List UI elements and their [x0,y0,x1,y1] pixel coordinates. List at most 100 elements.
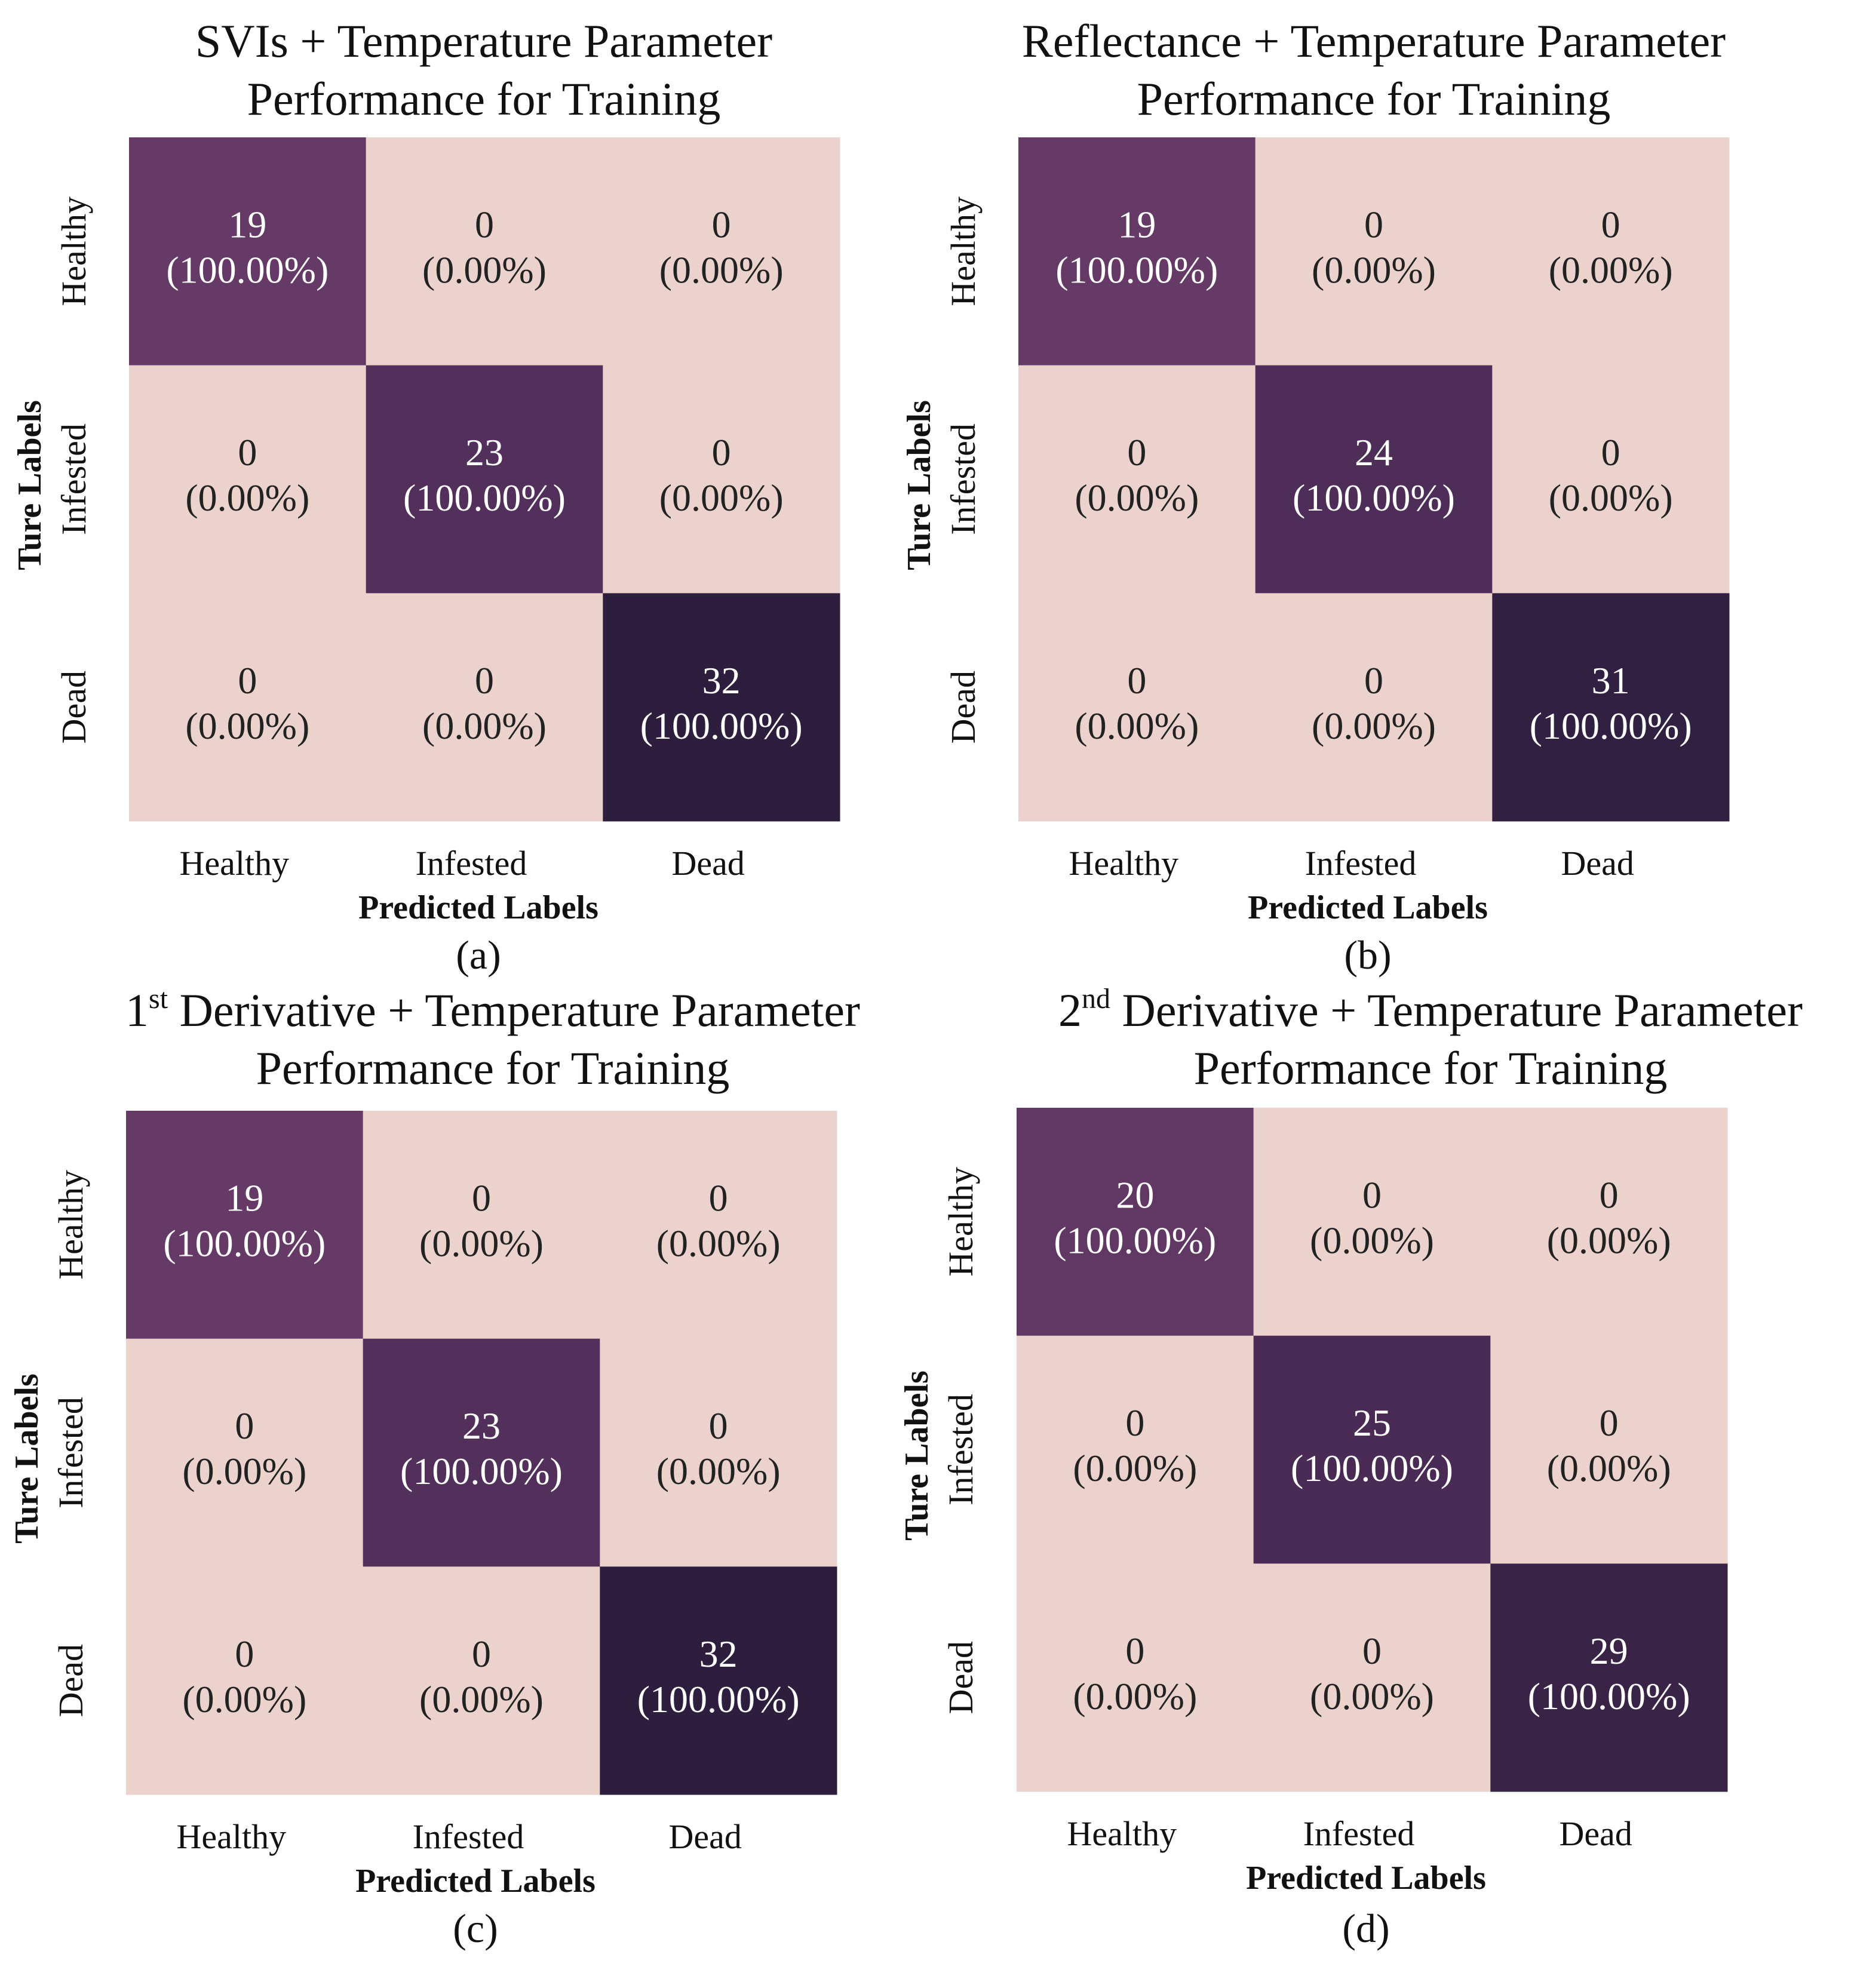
x-tick-label: Infested [413,1817,524,1856]
heatmap-cell [1490,1563,1728,1792]
y-tick-label: Infested [51,1397,90,1508]
cell-count-label: 32 [702,659,741,702]
x-tick-label: Infested [416,844,527,883]
subfigure-label: (b) [1344,932,1391,978]
cell-percent-label: (0.00%) [422,249,547,291]
x-tick-label: Infested [1305,844,1417,883]
chart-title-line: 1st Derivative + Temperature Parameter [125,983,860,1036]
heatmap-cell [600,1338,837,1567]
y-tick-label: Dead [944,671,983,743]
heatmap-cell [1492,137,1730,366]
heatmap-cell [126,1111,364,1339]
subfigure-label: (a) [456,932,501,978]
heatmap-cell [1253,1563,1491,1792]
heatmap-cell [1255,593,1493,822]
cell-percent-label: (0.00%) [419,1678,544,1720]
y-tick-label: Infested [54,423,93,535]
subfigure-label: (d) [1342,1906,1389,1951]
cell-percent-label: (0.00%) [419,1222,544,1265]
heatmap-cell [603,365,840,594]
cell-count-label: 0 [1362,1630,1382,1672]
cell-percent-label: (0.00%) [185,477,309,519]
cell-percent-label: (0.00%) [659,477,784,519]
cell-count-label: 0 [1125,1402,1144,1444]
cell-count-label: 0 [709,1405,728,1447]
heatmap-cell [366,365,603,594]
y-tick-label: Infested [944,423,983,535]
heatmap-cell [1492,365,1730,594]
heatmap-cell [1255,365,1493,594]
x-tick-label: Healthy [177,1817,287,1856]
y-tick-label: Dead [941,1641,980,1714]
cell-count-label: 31 [1592,659,1630,702]
x-tick-label: Dead [668,1817,741,1856]
cell-count-label: 0 [1127,659,1146,702]
subfigure-label: (c) [453,1906,498,1951]
heatmap-cell [126,1338,364,1567]
heatmap-cell [1253,1335,1491,1564]
cell-count-label: 20 [1116,1174,1154,1216]
chart-title-line: Performance for Training [247,73,721,125]
heatmap-cell [1018,137,1256,366]
cell-percent-label: (100.00%) [1528,1675,1690,1717]
cell-percent-label: (0.00%) [659,249,784,291]
cell-percent-label: (0.00%) [1549,477,1673,519]
cell-count-label: 0 [1127,431,1146,474]
cell-percent-label: (0.00%) [1547,1219,1671,1262]
cell-percent-label: (100.00%) [1291,1447,1453,1489]
heatmap-cell [1490,1108,1728,1336]
heatmap-cell [603,593,840,822]
chart-title-line: Performance for Training [1137,73,1611,125]
cell-count-label: 0 [238,431,257,474]
cell-percent-label: (0.00%) [185,705,309,747]
heatmap-cell [1255,137,1493,366]
heatmap-cell [363,1111,600,1339]
heatmap-cell [1253,1108,1491,1336]
x-axis-label: Predicted Labels [358,889,598,926]
heatmap-cell [363,1338,600,1567]
cell-percent-label: (0.00%) [1549,249,1673,291]
heatmap-cell [366,137,603,366]
cell-count-label: 0 [1364,659,1383,702]
cell-count-label: 0 [709,1177,728,1219]
cell-count-label: 0 [712,431,731,474]
cell-percent-label: (100.00%) [640,705,803,747]
x-tick-label: Dead [1561,844,1634,883]
cell-count-label: 25 [1353,1402,1391,1444]
chart-title-line: SVIs + Temperature Parameter [195,15,772,67]
cell-count-label: 19 [1118,204,1156,246]
cell-percent-label: (0.00%) [656,1450,781,1492]
cell-percent-label: (100.00%) [1055,249,1218,291]
cell-count-label: 0 [472,1633,491,1675]
cell-count-label: 29 [1590,1630,1628,1672]
heatmap-cell [129,137,367,366]
cell-percent-label: (100.00%) [637,1678,800,1720]
cell-percent-label: (0.00%) [1073,1447,1197,1489]
y-axis-label: Ture Labels [8,1374,45,1544]
x-axis-label: Predicted Labels [355,1863,595,1900]
cell-percent-label: (0.00%) [182,1450,306,1492]
heatmap-cell [600,1111,837,1339]
y-tick-label: Healthy [941,1167,980,1277]
cell-percent-label: (0.00%) [656,1222,781,1265]
cell-count-label: 0 [1600,1402,1619,1444]
x-tick-label: Dead [671,844,744,883]
heatmap-cell [129,365,367,594]
x-tick-label: Dead [1559,1814,1632,1853]
cell-percent-label: (0.00%) [1075,477,1199,519]
cell-percent-label: (0.00%) [1073,1675,1197,1717]
confusion-matrix-panel: Reflectance + Temperature Parameter Perfo… [901,15,1730,978]
cell-percent-label: (100.00%) [166,249,329,291]
heatmap-cell [1018,365,1256,594]
y-axis-label: Ture Labels [901,400,938,570]
cell-percent-label: (100.00%) [1054,1219,1216,1262]
heatmap-cell [366,593,603,822]
confusion-matrix-panel: 1st Derivative + Temperature Parameter Pe… [8,983,860,1951]
chart-title-line: Reflectance + Temperature Parameter [1022,15,1726,67]
cell-percent-label: (0.00%) [1310,1219,1434,1262]
cell-count-label: 32 [699,1633,738,1675]
y-tick-label: Dead [51,1644,90,1717]
heatmap-cell [1490,1335,1728,1564]
cell-count-label: 0 [1364,204,1383,246]
